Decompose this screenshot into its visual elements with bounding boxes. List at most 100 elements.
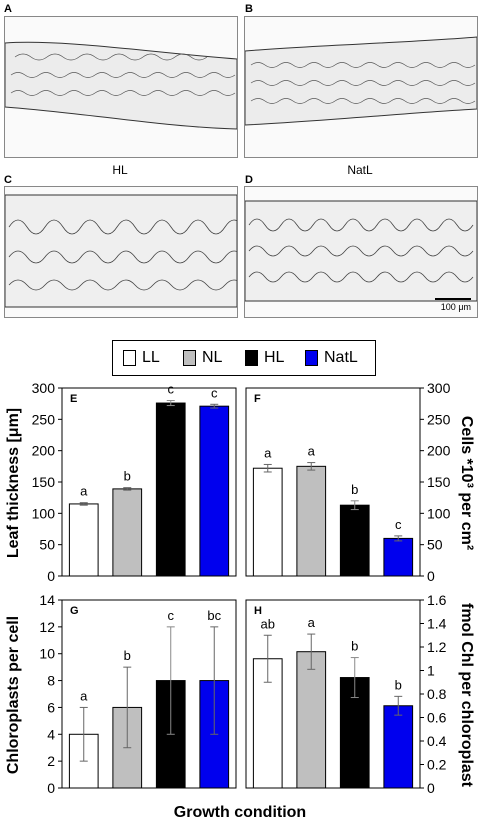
tick-label-h-4: 0.8 xyxy=(427,686,447,702)
tick-label-e-3: 150 xyxy=(32,474,56,490)
tick-label-g-4: 8 xyxy=(47,673,55,689)
significance-letter-h-0: ab xyxy=(261,616,275,631)
micrograph-a-tissue xyxy=(5,41,237,130)
tick-label-f-4: 200 xyxy=(427,443,451,459)
micrograph-d-tissue xyxy=(245,200,477,302)
significance-letter-e-0: a xyxy=(80,484,88,499)
bar-f-natl xyxy=(383,537,414,577)
ylabel-h-wrap: fmol Chl per chloroplast xyxy=(452,592,480,797)
ylabel-f-wrap: Cells *10³ per cm² xyxy=(452,380,480,585)
tick-label-f-0: 0 xyxy=(427,568,435,584)
legend-item-ll: LL xyxy=(123,349,160,367)
tick-label-h-2: 0.4 xyxy=(427,733,447,749)
tick-label-g-2: 4 xyxy=(47,726,55,742)
tick-label-g-0: 0 xyxy=(47,780,55,796)
ylabel-e: Leaf thickness [μm] xyxy=(5,407,22,558)
legend-swatch-ll xyxy=(123,350,136,366)
ylabel-g-wrap: Chloroplasts per cell xyxy=(0,592,28,797)
bar-h-natl xyxy=(383,705,414,789)
panel-letter-e: E xyxy=(70,393,77,405)
tick-label-e-6: 300 xyxy=(32,380,56,396)
significance-letter-g-2: c xyxy=(168,608,175,623)
micrograph-a xyxy=(4,16,238,158)
significance-letter-g-1: b xyxy=(124,648,131,663)
micrograph-b xyxy=(244,16,478,158)
tick-label-f-2: 100 xyxy=(427,505,451,521)
legend-swatch-nl xyxy=(183,350,196,366)
tick-label-f-6: 300 xyxy=(427,380,451,396)
panel-letter-g: G xyxy=(70,605,79,617)
tick-label-e-0: 0 xyxy=(47,568,55,584)
panel-letter-c: C xyxy=(4,174,12,186)
tick-label-h-7: 1.4 xyxy=(427,616,447,632)
significance-letter-h-3: b xyxy=(395,677,402,692)
significance-letter-g-0: a xyxy=(80,688,88,703)
tick-label-e-2: 100 xyxy=(32,505,56,521)
tick-label-f-5: 250 xyxy=(427,411,451,427)
legend-swatch-hl xyxy=(245,350,258,366)
scale-bar-label: 100 μm xyxy=(440,302,471,312)
significance-letter-h-2: b xyxy=(351,639,358,654)
tick-label-g-6: 12 xyxy=(39,619,55,635)
micrograph-c-condition: HL xyxy=(112,163,128,177)
plot-frame-g xyxy=(61,599,237,789)
ylabel-h: fmol Chl per chloroplast xyxy=(458,602,476,787)
tick-label-e-4: 200 xyxy=(32,443,56,459)
tick-label-g-1: 2 xyxy=(47,753,55,769)
tick-label-e-1: 50 xyxy=(39,537,55,553)
bar-f-ll xyxy=(252,467,283,577)
significance-letter-h-1: a xyxy=(308,615,316,630)
panel-letter-f: F xyxy=(254,393,261,405)
significance-letter-f-0: a xyxy=(264,445,272,460)
panel-letter-h: H xyxy=(254,605,262,617)
significance-letter-e-1: b xyxy=(124,469,131,484)
tick-label-g-7: 14 xyxy=(39,592,55,608)
legend-item-nl: NL xyxy=(183,349,222,367)
ylabel-f: Cells *10³ per cm² xyxy=(458,415,475,550)
chart-h: H00.20.40.60.811.21.41.6ab abb xyxy=(245,592,447,796)
significance-letter-e-3: c xyxy=(211,385,218,400)
legend-label-natl: NatL xyxy=(324,349,358,366)
bar-h-nl xyxy=(296,651,327,789)
bar-e-nl xyxy=(112,488,143,577)
tick-label-h-3: 0.6 xyxy=(427,710,447,726)
tick-label-f-3: 150 xyxy=(427,474,451,490)
significance-letter-g-3: bc xyxy=(207,608,221,623)
panel-letter-b: B xyxy=(245,3,253,15)
tick-label-f-1: 50 xyxy=(427,537,443,553)
legend-item-natl: NatL xyxy=(305,349,358,367)
significance-letter-f-3: c xyxy=(395,517,402,532)
legend-label-nl: NL xyxy=(202,349,223,366)
significance-letter-f-2: b xyxy=(351,482,358,497)
chart-e: E 0 50 100 150 200 250 300 a b c c xyxy=(32,380,237,584)
legend-label-ll: LL xyxy=(142,349,160,366)
tick-label-e-5: 250 xyxy=(32,411,56,427)
significance-letter-e-2: c xyxy=(168,382,175,397)
ylabel-e-wrap: Leaf thickness [μm] xyxy=(0,380,28,585)
ylabel-g: Chloroplasts per cell xyxy=(5,615,23,774)
bar-f-hl xyxy=(339,504,370,577)
legend-swatch-natl xyxy=(305,350,318,366)
chart-f: F 0 50 100 150 200 250 300 a a b c xyxy=(245,380,451,584)
micrograph-c-tissue xyxy=(5,194,237,308)
bar-e-ll xyxy=(68,503,99,577)
panel-letter-a: A xyxy=(4,3,12,15)
tick-label-g-5: 10 xyxy=(39,646,55,662)
tick-label-h-8: 1.6 xyxy=(427,592,447,608)
significance-letter-f-1: a xyxy=(308,444,316,459)
bar-e-hl xyxy=(155,402,186,577)
bar-e-natl xyxy=(199,405,230,577)
tick-label-h-5: 1 xyxy=(427,663,435,679)
micrograph-d-condition: NatL xyxy=(347,163,373,177)
legend-item-hl: HL xyxy=(245,349,284,367)
x-axis-title: Growth condition xyxy=(173,804,307,821)
tick-label-h-1: 0.2 xyxy=(427,757,447,773)
legend: LL NL HL NatL xyxy=(112,340,376,376)
bar-f-nl xyxy=(296,465,327,577)
micrograph-c xyxy=(4,186,238,318)
legend-label-hl: HL xyxy=(264,349,285,366)
micrograph-b-tissue xyxy=(245,36,477,126)
tick-label-h-6: 1.2 xyxy=(427,639,447,655)
micrograph-d: 100 μm xyxy=(244,186,478,318)
